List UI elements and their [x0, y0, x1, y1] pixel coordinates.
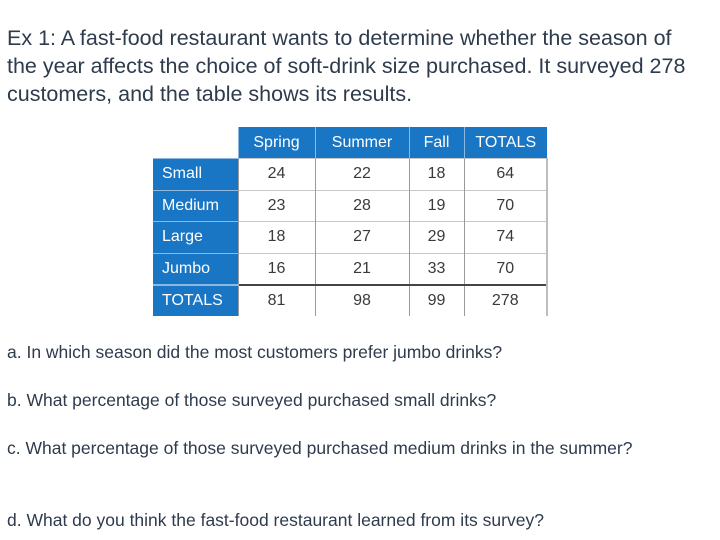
table-cell: 27 — [314, 221, 409, 253]
row-header-totals: TOTALS — [153, 283, 238, 316]
table-cell: 99 — [408, 283, 464, 316]
question-c: c. What percentage of those surveyed pur… — [7, 438, 633, 458]
column-header-summer: Summer — [314, 127, 409, 159]
row-header-medium: Medium — [153, 189, 238, 222]
table-row: Small 24 22 18 64 — [153, 158, 548, 190]
table-cell: 98 — [314, 283, 409, 316]
table-cell: 28 — [314, 189, 409, 222]
table-cell: 21 — [314, 252, 409, 285]
table-cell: 278 — [463, 283, 548, 316]
table-row: Medium 23 28 19 70 — [153, 189, 548, 222]
question-b: b. What percentage of those surveyed pur… — [7, 390, 497, 410]
table-cell: 19 — [408, 189, 464, 222]
table-row: Large 18 27 29 74 — [153, 221, 548, 253]
row-header-small: Small — [153, 158, 238, 190]
table-cell: 22 — [314, 158, 409, 190]
table-cell: 74 — [463, 221, 548, 253]
column-header-totals: TOTALS — [463, 127, 547, 159]
column-header-spring: Spring — [237, 127, 315, 159]
table-cell: 70 — [463, 252, 548, 285]
table-row: Jumbo 16 21 33 70 — [153, 252, 548, 285]
row-header-large: Large — [153, 221, 238, 253]
table-totals-row: TOTALS 81 98 99 278 — [153, 283, 548, 316]
table-cell: 16 — [237, 252, 315, 285]
table-cell: 18 — [237, 221, 315, 253]
table-cell: 23 — [237, 189, 315, 222]
table-cell: 64 — [463, 158, 548, 190]
table-header-row: Spring Summer Fall TOTALS — [153, 127, 547, 159]
table-cell: 18 — [408, 158, 464, 190]
question-a: a. In which season did the most customer… — [7, 342, 503, 362]
problem-intro: Ex 1: A fast-food restaurant wants to de… — [7, 26, 686, 106]
table-cell: 33 — [408, 252, 464, 285]
survey-results-table: Spring Summer Fall TOTALS Small 24 22 18… — [153, 127, 548, 316]
table-cell: 81 — [237, 283, 315, 316]
row-header-jumbo: Jumbo — [153, 252, 238, 285]
table-cell: 70 — [463, 189, 548, 222]
column-header-fall: Fall — [408, 127, 464, 159]
question-d: d. What do you think the fast-food resta… — [7, 510, 544, 530]
table-cell: 29 — [408, 221, 464, 253]
table-corner — [153, 127, 238, 159]
table-cell: 24 — [237, 158, 315, 190]
